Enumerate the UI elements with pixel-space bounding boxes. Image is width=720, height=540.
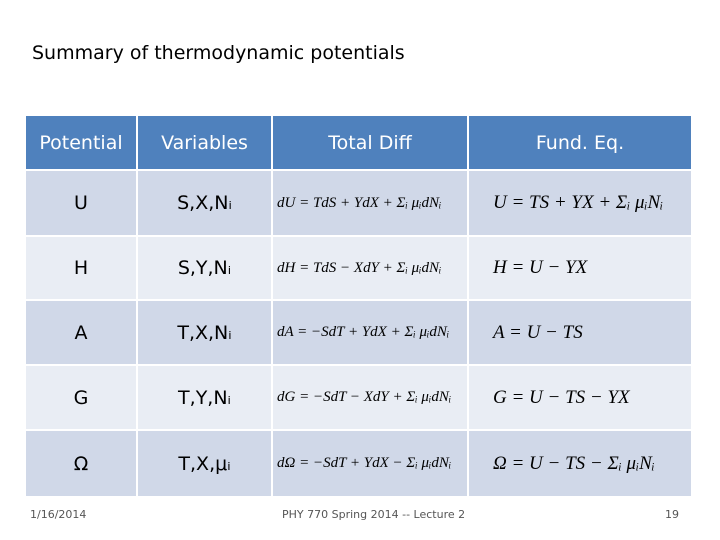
equation-cell: G = U − TS − YX: [468, 365, 692, 430]
footer-date: 1/16/2014: [30, 508, 87, 521]
table-cell: T,X,μᵢ: [137, 430, 272, 497]
header-cell: Fund. Eq.: [468, 115, 692, 170]
header-cell: Variables: [137, 115, 272, 170]
header-cell: Potential: [25, 115, 137, 170]
table-cell: T,Y,Nᵢ: [137, 365, 272, 430]
equation-cell: dA = −SdT + YdX + Σᵢ μᵢdNᵢ: [272, 300, 468, 365]
equation-cell: dU = TdS + YdX + Σᵢ μᵢdNᵢ: [272, 170, 468, 236]
equation-cell: dH = TdS − XdY + Σᵢ μᵢdNᵢ: [272, 236, 468, 300]
table-cell: T,X,Nᵢ: [137, 300, 272, 365]
header-cell: Total Diff: [272, 115, 468, 170]
footer-page: 19: [665, 508, 679, 521]
equation-cell: H = U − YX: [468, 236, 692, 300]
equation-cell: Ω = U − TS − Σᵢ μᵢNᵢ: [468, 430, 692, 497]
table-cell: G: [25, 365, 137, 430]
footer-course: PHY 770 Spring 2014 -- Lecture 2: [282, 508, 466, 521]
equation-cell: dΩ = −SdT + YdX − Σᵢ μᵢdNᵢ: [272, 430, 468, 497]
table-cell: Ω: [25, 430, 137, 497]
equation-cell: A = U − TS: [468, 300, 692, 365]
table-cell: H: [25, 236, 137, 300]
table-cell: A: [25, 300, 137, 365]
table-cell: S,X,Nᵢ: [137, 170, 272, 236]
table-cell: U: [25, 170, 137, 236]
equation-cell: dG = −SdT − XdY + Σᵢ μᵢdNᵢ: [272, 365, 468, 430]
equation-cell: U = TS + YX + Σᵢ μᵢNᵢ: [468, 170, 692, 236]
table: Potential Variables Total Diff Fund. Eq. U S,…: [25, 115, 692, 497]
slide-title: Summary of thermodynamic potentials: [32, 42, 405, 64]
table-cell: S,Y,Nᵢ: [137, 236, 272, 300]
